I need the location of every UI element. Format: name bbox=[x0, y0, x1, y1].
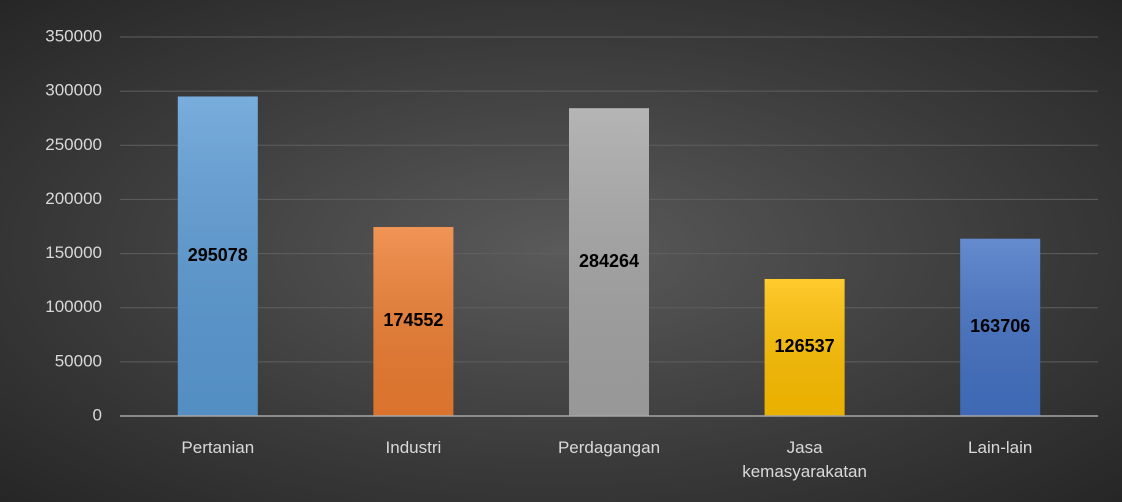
y-tick-label: 50000 bbox=[55, 351, 102, 370]
bar-shading bbox=[764, 278, 845, 416]
data-label: 174552 bbox=[383, 310, 443, 330]
y-tick-label: 200000 bbox=[45, 189, 102, 208]
y-tick-label: 250000 bbox=[45, 135, 102, 154]
y-tick-label: 0 bbox=[93, 405, 102, 424]
data-label: 284264 bbox=[579, 251, 639, 271]
y-tick-label: 350000 bbox=[45, 26, 102, 45]
bar-shading bbox=[960, 238, 1041, 416]
data-label: 163706 bbox=[970, 316, 1030, 336]
bar-shading bbox=[373, 226, 454, 416]
bar-shading bbox=[569, 108, 649, 417]
y-tick-label: 150000 bbox=[45, 243, 102, 262]
bar-shading bbox=[177, 96, 258, 416]
data-label: 295078 bbox=[188, 245, 248, 265]
data-label: 126537 bbox=[775, 336, 835, 356]
x-tick-label: Jasa kemasyarakatan bbox=[742, 438, 867, 481]
y-tick-label: 300000 bbox=[45, 81, 102, 100]
y-tick-label: 100000 bbox=[45, 297, 102, 316]
x-tick-label: Lain-lain bbox=[968, 438, 1033, 457]
x-tick-label: Pertanian bbox=[181, 438, 255, 457]
x-tick-label: Perdagangan bbox=[557, 438, 661, 457]
x-tick-label: Industri bbox=[385, 438, 442, 457]
